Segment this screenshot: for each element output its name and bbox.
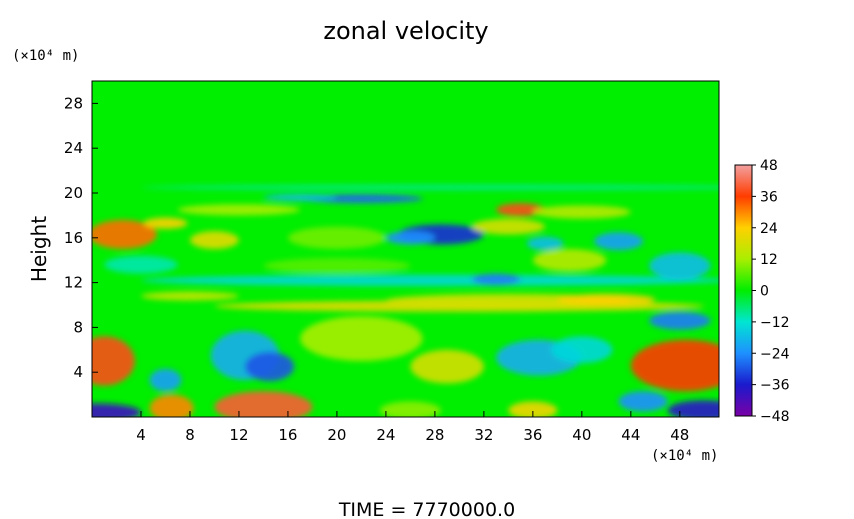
colorbar-ticks: 48 36 24 12 0 −12 −24 −36 −48 <box>752 158 790 425</box>
field-blob <box>472 219 545 235</box>
x-tick-label: 16 <box>278 426 297 444</box>
x-tick-label: 8 <box>185 426 195 444</box>
field-blob <box>245 352 294 381</box>
colorbar-tick-label: 36 <box>760 189 778 205</box>
x-tick-label: 44 <box>621 426 640 444</box>
x-tick-label: 36 <box>523 426 542 444</box>
field-blob <box>141 292 239 301</box>
x-tick-label: 32 <box>474 426 493 444</box>
field-blob <box>594 232 643 250</box>
plot-area <box>55 81 778 423</box>
x-tick-label: 48 <box>670 426 689 444</box>
field-blob <box>104 256 177 274</box>
colorbar-ramp <box>735 165 752 416</box>
field-blob <box>178 204 300 215</box>
field-blob <box>143 218 187 229</box>
field-blob <box>141 185 778 191</box>
chart-title: zonal velocity <box>323 17 488 45</box>
y-tick-label: 28 <box>64 94 83 112</box>
field-blob <box>214 391 312 422</box>
colorbar-tick-label: 12 <box>760 252 778 268</box>
field-blob <box>551 336 612 363</box>
y-tick-label: 8 <box>73 318 83 336</box>
y-tick-label: 12 <box>64 274 83 292</box>
field-blob <box>288 227 386 249</box>
x-tick-label: 28 <box>425 426 444 444</box>
colorbar-tick-label: −12 <box>760 315 790 331</box>
time-label: TIME = 7770000.0 <box>338 499 515 519</box>
colorbar-tick-label: −36 <box>760 378 790 394</box>
x-tick-label: 40 <box>572 426 591 444</box>
field-blob <box>263 258 410 274</box>
field-blob <box>410 350 483 384</box>
colorbar-tick-label: 48 <box>760 158 778 174</box>
field-blob <box>55 404 141 422</box>
field-blob <box>631 340 741 392</box>
field-blob <box>619 391 668 411</box>
colorbar-tick-label: −24 <box>760 346 790 362</box>
y-tick-label: 4 <box>73 363 83 381</box>
x-tick-label: 4 <box>136 426 146 444</box>
y-tick-label: 20 <box>64 184 83 202</box>
field-blob <box>533 205 631 218</box>
field-blob <box>150 369 182 391</box>
y-tick-label: 16 <box>64 229 83 247</box>
field-blob <box>141 275 729 286</box>
field-blob <box>557 294 655 305</box>
field-blob <box>649 252 710 279</box>
colorbar-tick-label: −48 <box>760 409 790 425</box>
field-blob <box>386 231 435 244</box>
colorbar-tick-label: 24 <box>760 221 778 237</box>
y-tick-label: 24 <box>64 139 83 157</box>
colorbar: 48 36 24 12 0 −12 −24 −36 −48 <box>735 158 790 425</box>
field-blob <box>263 194 336 201</box>
field-blob <box>533 249 606 271</box>
x-axis-unit: (×10⁴ m) <box>651 448 718 464</box>
y-axis-unit: (×10⁴ m) <box>12 48 79 64</box>
field-blob <box>190 231 239 249</box>
colorbar-tick-label: 0 <box>760 284 769 300</box>
x-tick-label: 12 <box>229 426 248 444</box>
x-tick-label: 24 <box>376 426 395 444</box>
field-blob <box>649 312 710 330</box>
field-blob <box>527 237 564 250</box>
field-blob <box>472 274 521 285</box>
field-blob <box>300 316 422 361</box>
y-axis-label: Height <box>27 216 51 282</box>
x-tick-label: 20 <box>327 426 346 444</box>
